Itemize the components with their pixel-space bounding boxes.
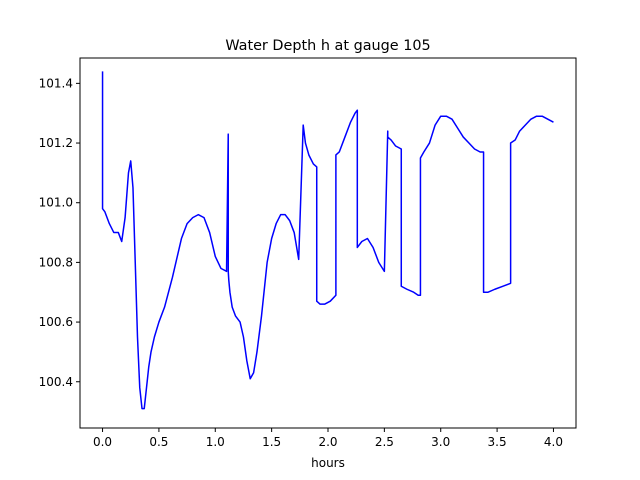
x-tick-label: 0.5 — [149, 435, 168, 449]
y-tick-label: 101.0 — [39, 196, 73, 210]
x-tick-label: 4.0 — [544, 435, 563, 449]
x-tick-label: 1.5 — [262, 435, 281, 449]
y-tick-label: 101.2 — [39, 136, 73, 150]
x-tick-label: 2.0 — [318, 435, 337, 449]
x-axis-label: hours — [311, 456, 345, 470]
x-tick-label: 0.0 — [93, 435, 112, 449]
series-line-0 — [101, 71, 554, 410]
y-tick-label: 100.6 — [39, 315, 73, 329]
chart-title: Water Depth h at gauge 105 — [225, 38, 430, 54]
x-tick-label: 2.5 — [375, 435, 394, 449]
x-tick-label: 3.0 — [431, 435, 450, 449]
plot-frame — [79, 57, 577, 429]
y-tick-label: 101.4 — [39, 76, 73, 90]
y-tick-label: 100.4 — [39, 375, 73, 389]
y-tick-label: 100.8 — [39, 255, 73, 269]
plot-area — [101, 71, 554, 410]
axes-ticks: 0.0 0.5 1.0 1.5 2.0 2.5 3.0 3.5 4.0 100.4 100.6 100… — [39, 76, 563, 449]
x-tick-label: 3.5 — [488, 435, 507, 449]
x-tick-label: 1.0 — [206, 435, 225, 449]
